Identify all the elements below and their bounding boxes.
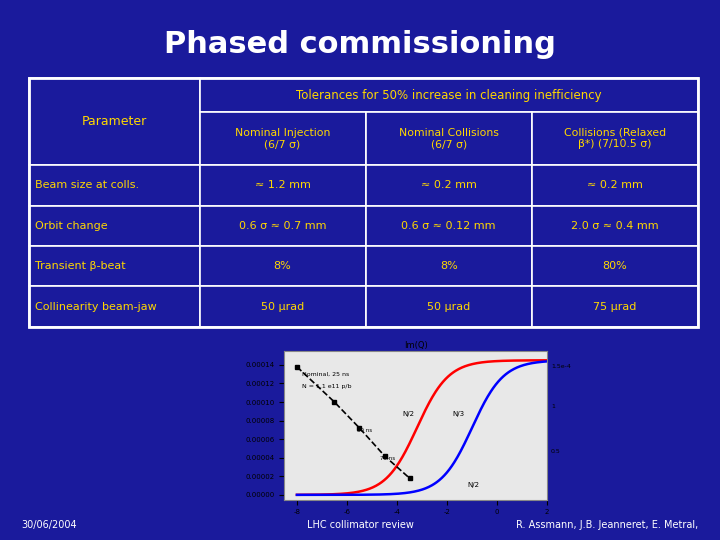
Text: N = 1.1 e11 p/b: N = 1.1 e11 p/b xyxy=(302,384,351,389)
Text: Beam size at colls.: Beam size at colls. xyxy=(35,180,139,191)
Text: N/3: N/3 xyxy=(452,411,464,417)
Bar xyxy=(199,286,366,327)
Text: 1: 1 xyxy=(551,404,555,409)
Bar xyxy=(531,206,698,246)
Text: Orbit change: Orbit change xyxy=(35,221,107,231)
Text: Tolerances for 50% increase in cleaning inefficiency: Tolerances for 50% increase in cleaning … xyxy=(296,89,602,102)
Bar xyxy=(199,206,366,246)
Bar xyxy=(366,286,531,327)
Text: 0.6 σ ≈ 0.7 mm: 0.6 σ ≈ 0.7 mm xyxy=(239,221,326,231)
Text: Parameter: Parameter xyxy=(81,115,147,129)
Bar xyxy=(29,78,698,327)
Text: 50 ns: 50 ns xyxy=(357,428,372,433)
Text: Transient β-beat: Transient β-beat xyxy=(35,261,125,271)
Bar xyxy=(29,165,199,206)
Bar xyxy=(199,246,366,286)
Bar xyxy=(366,206,531,246)
Text: 0.6 σ ≈ 0.12 mm: 0.6 σ ≈ 0.12 mm xyxy=(401,221,496,231)
Bar xyxy=(531,286,698,327)
Text: 0.5: 0.5 xyxy=(551,449,561,454)
Bar xyxy=(199,78,698,112)
Text: 8%: 8% xyxy=(274,261,292,271)
Text: Collinearity beam-jaw: Collinearity beam-jaw xyxy=(35,301,156,312)
Bar xyxy=(199,165,366,206)
Bar xyxy=(531,246,698,286)
Text: Collisions (Relaxed
β*) (7/10.5 σ): Collisions (Relaxed β*) (7/10.5 σ) xyxy=(564,128,666,150)
Text: Nominal Collisions
(6/7 σ): Nominal Collisions (6/7 σ) xyxy=(399,128,498,150)
Text: Nominal, 25 ns: Nominal, 25 ns xyxy=(302,372,349,377)
Text: 50 μrad: 50 μrad xyxy=(261,301,305,312)
Text: 1.5e-4: 1.5e-4 xyxy=(551,364,571,369)
Bar xyxy=(366,246,531,286)
Text: R. Assmann, J.B. Jeanneret, E. Metral,: R. Assmann, J.B. Jeanneret, E. Metral, xyxy=(516,520,698,530)
Text: 2.0 σ ≈ 0.4 mm: 2.0 σ ≈ 0.4 mm xyxy=(571,221,659,231)
Text: 50 μrad: 50 μrad xyxy=(427,301,470,312)
Title: Im(Q): Im(Q) xyxy=(404,341,428,350)
Text: ≈ 0.2 mm: ≈ 0.2 mm xyxy=(420,180,477,191)
Bar xyxy=(29,246,199,286)
Text: LHC collimator review: LHC collimator review xyxy=(307,520,413,530)
Bar xyxy=(29,206,199,246)
Text: Nominal Injection
(6/7 σ): Nominal Injection (6/7 σ) xyxy=(235,128,330,150)
Bar xyxy=(531,112,698,165)
Bar xyxy=(29,78,199,165)
Text: 8%: 8% xyxy=(440,261,457,271)
Text: N/2: N/2 xyxy=(467,482,479,489)
Bar xyxy=(366,112,531,165)
Text: 75 μrad: 75 μrad xyxy=(593,301,636,312)
Text: ≈ 0.2 mm: ≈ 0.2 mm xyxy=(587,180,643,191)
Text: N/2: N/2 xyxy=(402,411,414,417)
Text: 75 ns: 75 ns xyxy=(379,456,395,461)
Bar xyxy=(199,112,366,165)
Bar xyxy=(29,286,199,327)
Text: ≈ 1.2 mm: ≈ 1.2 mm xyxy=(255,180,310,191)
Bar xyxy=(366,165,531,206)
Text: 80%: 80% xyxy=(603,261,627,271)
Text: 30/06/2004: 30/06/2004 xyxy=(22,520,77,530)
Text: Phased commissioning: Phased commissioning xyxy=(164,30,556,59)
Bar xyxy=(531,165,698,206)
